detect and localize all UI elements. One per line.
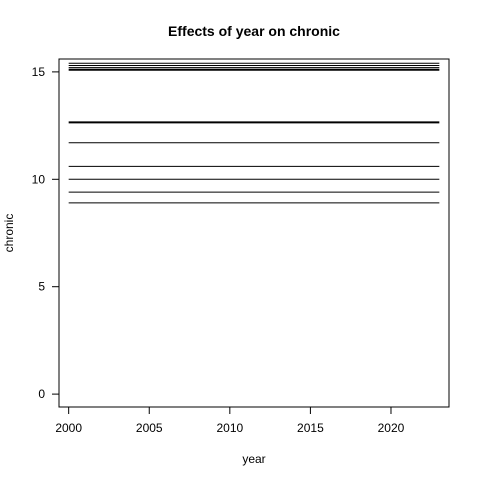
y-tick-label: 5 [38, 280, 45, 294]
y-axis: 0 5 10 15 [32, 65, 59, 401]
y-tick-label: 15 [32, 65, 46, 79]
x-tick-label: 2005 [136, 421, 163, 435]
y-tick-label: 10 [32, 172, 46, 186]
y-axis-label: chronic [2, 214, 16, 253]
chart-title: Effects of year on chronic [168, 23, 340, 39]
x-tick-label: 2015 [297, 421, 324, 435]
series-layer [68, 62, 440, 204]
x-axis: 2000 2005 2010 2015 2020 [55, 407, 405, 435]
x-tick-label: 2000 [55, 421, 82, 435]
x-tick-label: 2020 [378, 421, 405, 435]
x-axis-label: year [242, 452, 265, 466]
y-tick-label: 0 [38, 387, 45, 401]
plot-area-frame [58, 58, 450, 408]
x-tick-label: 2010 [216, 421, 243, 435]
